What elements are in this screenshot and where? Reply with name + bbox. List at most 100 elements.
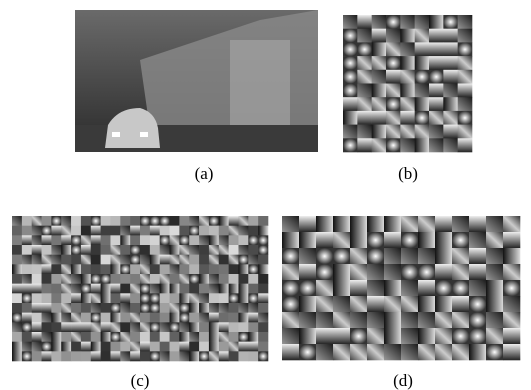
- texture-block: [316, 232, 333, 248]
- texture-block: [91, 303, 101, 313]
- texture-block: [443, 15, 458, 29]
- texture-block: [160, 235, 170, 245]
- texture-block: [238, 293, 248, 303]
- texture-block: [199, 255, 209, 265]
- texture-block: [229, 226, 239, 236]
- texture-block: [81, 303, 91, 313]
- texture-block: [316, 216, 333, 232]
- texture-block: [140, 264, 150, 274]
- texture-block: [81, 245, 91, 255]
- texture-block: [469, 328, 486, 344]
- texture-block: [170, 332, 180, 342]
- texture-block: [42, 235, 52, 245]
- texture-block: [229, 332, 239, 342]
- texture-block: [384, 312, 401, 328]
- texture-block: [42, 342, 52, 352]
- texture-block: [248, 245, 258, 255]
- texture-block: [486, 344, 503, 360]
- texture-block: [189, 303, 199, 313]
- texture-block: [248, 284, 258, 294]
- texture-block: [248, 226, 258, 236]
- texture-block: [71, 264, 81, 274]
- texture-block: [150, 245, 160, 255]
- texture-block: [140, 226, 150, 236]
- texture-block: [443, 70, 458, 84]
- texture-block: [189, 245, 199, 255]
- texture-block: [367, 280, 384, 296]
- texture-block: [140, 293, 150, 303]
- texture-block: [258, 313, 268, 323]
- texture-block: [469, 248, 486, 264]
- texture-block: [316, 328, 333, 344]
- texture-block: [140, 245, 150, 255]
- texture-block: [179, 245, 189, 255]
- texture-block: [443, 29, 458, 43]
- texture-block: [418, 264, 435, 280]
- texture-block: [429, 111, 444, 125]
- texture-block: [238, 351, 248, 361]
- texture-block: [170, 303, 180, 313]
- texture-block: [458, 42, 473, 56]
- texture-block: [199, 351, 209, 361]
- texture-block: [179, 351, 189, 361]
- texture-block: [150, 351, 160, 361]
- texture-block: [238, 342, 248, 352]
- texture-block: [91, 216, 101, 226]
- texture-block: [219, 303, 229, 313]
- texture-block: [12, 322, 22, 332]
- texture-block: [401, 296, 418, 312]
- texture-block: [219, 293, 229, 303]
- texture-block: [401, 344, 418, 360]
- texture-block: [429, 138, 444, 152]
- texture-block: [71, 332, 81, 342]
- texture-block: [238, 226, 248, 236]
- texture-block: [386, 125, 401, 139]
- panel-label: (a): [195, 164, 214, 183]
- panel-d-image: [282, 216, 520, 360]
- texture-block: [22, 255, 32, 265]
- texture-block: [435, 296, 452, 312]
- texture-block: [415, 138, 430, 152]
- texture-block: [61, 284, 71, 294]
- texture-block: [429, 29, 444, 43]
- texture-block: [238, 313, 248, 323]
- texture-block: [12, 226, 22, 236]
- texture-block: [299, 328, 316, 344]
- texture-block: [189, 235, 199, 245]
- texture-block: [401, 216, 418, 232]
- texture-block: [51, 255, 61, 265]
- texture-block: [248, 293, 258, 303]
- texture-block: [258, 216, 268, 226]
- texture-block: [486, 248, 503, 264]
- texture-block: [179, 255, 189, 265]
- texture-block: [170, 293, 180, 303]
- texture-block: [51, 303, 61, 313]
- texture-block: [199, 274, 209, 284]
- texture-block: [469, 264, 486, 280]
- texture-block: [170, 255, 180, 265]
- texture-block: [229, 235, 239, 245]
- texture-block: [229, 293, 239, 303]
- texture-block: [179, 226, 189, 236]
- texture-block: [503, 312, 520, 328]
- texture-block: [32, 264, 42, 274]
- texture-block: [81, 216, 91, 226]
- texture-block: [209, 264, 219, 274]
- texture-block: [179, 332, 189, 342]
- texture-block: [209, 293, 219, 303]
- texture-block: [452, 296, 469, 312]
- texture-block: [160, 313, 170, 323]
- texture-block: [130, 293, 140, 303]
- texture-block: [503, 232, 520, 248]
- texture-block: [229, 322, 239, 332]
- texture-block: [32, 284, 42, 294]
- texture-block: [101, 264, 111, 274]
- texture-block: [401, 328, 418, 344]
- texture-block: [42, 226, 52, 236]
- texture-block: [150, 216, 160, 226]
- texture-block: [101, 303, 111, 313]
- texture-block: [458, 125, 473, 139]
- texture-block: [199, 313, 209, 323]
- texture-block: [51, 351, 61, 361]
- texture-block: [248, 351, 258, 361]
